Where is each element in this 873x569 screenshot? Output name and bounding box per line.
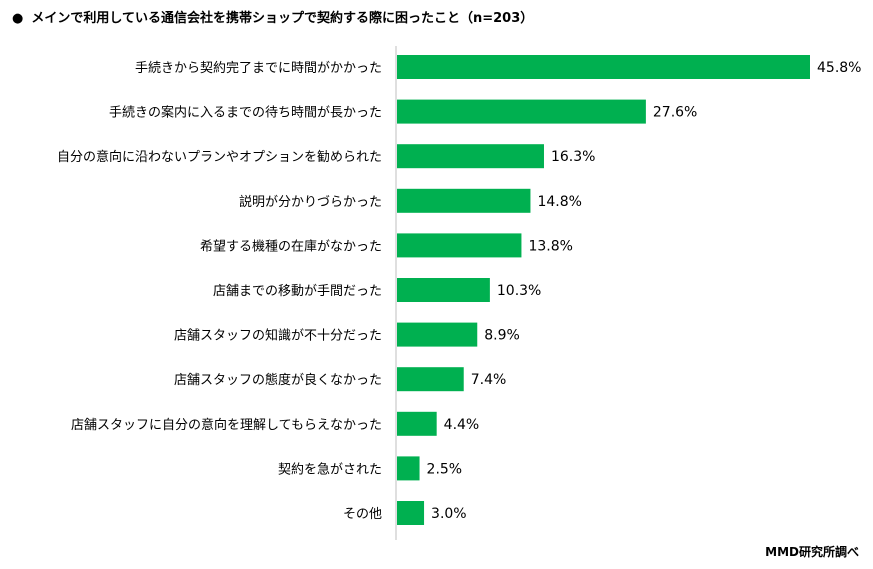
category-label: 手続きから契約完了までに時間がかかった xyxy=(135,61,382,76)
category-label: 店舗スタッフの態度が良くなかった xyxy=(174,372,382,388)
bar xyxy=(397,233,522,258)
category-label: 契約を急がされた xyxy=(278,462,382,477)
data-label: 8.9% xyxy=(484,328,520,344)
bar xyxy=(397,278,490,302)
data-label: 7.4% xyxy=(471,372,507,388)
data-label: 10.3% xyxy=(497,283,541,299)
data-label: 16.3% xyxy=(551,149,595,165)
category-label: その他 xyxy=(343,507,382,522)
bar xyxy=(397,367,464,392)
bar xyxy=(397,411,437,436)
bar xyxy=(397,501,425,525)
data-label: 4.4% xyxy=(444,417,480,433)
data-label: 45.8% xyxy=(817,60,861,76)
bar xyxy=(397,144,544,169)
bar xyxy=(397,55,810,79)
bar xyxy=(397,188,531,213)
data-label: 13.8% xyxy=(528,238,572,254)
title-bullet-icon: ● xyxy=(12,11,24,26)
data-label: 2.5% xyxy=(427,461,463,477)
data-label: 3.0% xyxy=(431,506,467,522)
category-label: 店舗スタッフの知識が不十分だった xyxy=(174,328,382,344)
category-label: 店舗スタッフに自分の意向を理解してもらえなかった xyxy=(71,417,382,433)
bar xyxy=(397,456,420,481)
chart-title: ● メインで利用している通信会社を携帯ショップで契約する際に困ったこと（n=203… xyxy=(12,7,533,26)
chart-title-text: メインで利用している通信会社を携帯ショップで契約する際に困ったこと（n=203） xyxy=(31,11,534,26)
data-label: 27.6% xyxy=(653,105,697,121)
bar xyxy=(397,99,646,124)
category-label: 説明が分かりづらかった xyxy=(239,194,382,210)
source-credit: MMD研究所調べ xyxy=(765,545,859,559)
category-label: 店舗までの移動が手間だった xyxy=(213,284,382,299)
data-label: 14.8% xyxy=(537,194,581,210)
category-label: 手続きの案内に入るまでの待ち時間が長かった xyxy=(109,105,382,121)
category-label: 希望する機種の在庫がなかった xyxy=(200,238,382,254)
category-label: 自分の意向に沿わないプランやオプションを勧められた xyxy=(57,149,382,165)
bar xyxy=(397,322,478,347)
